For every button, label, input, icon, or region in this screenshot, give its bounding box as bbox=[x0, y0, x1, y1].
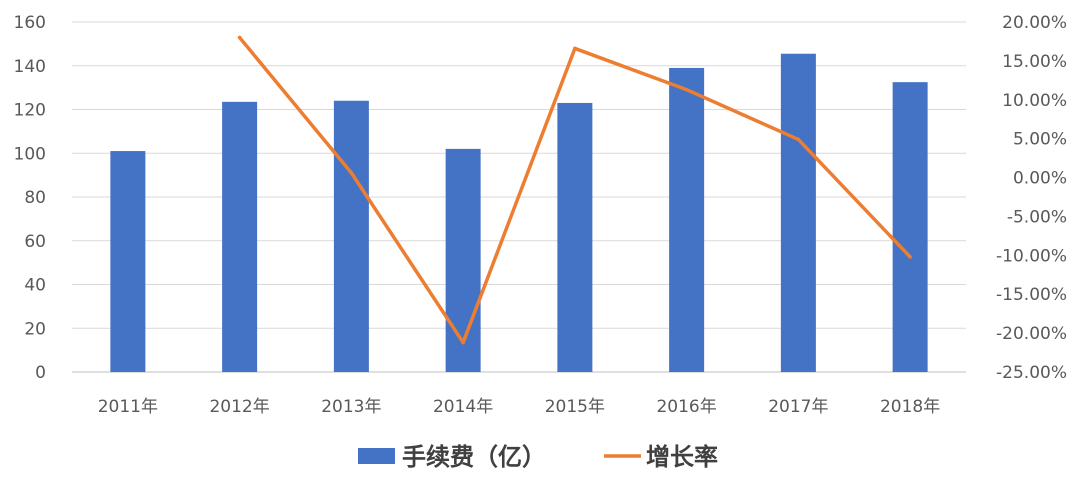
legend-bar-label: 手续费（亿） bbox=[402, 443, 546, 471]
bar-series bbox=[110, 53, 928, 372]
bar bbox=[110, 151, 146, 372]
bar bbox=[557, 102, 593, 372]
left-tick-label: 40 bbox=[24, 276, 46, 296]
left-tick-label: 0 bbox=[35, 363, 46, 383]
right-tick-label: 0.00% bbox=[1013, 169, 1067, 189]
legend: 手续费（亿） 增长率 bbox=[358, 443, 718, 471]
left-axis-ticks: 0 20 40 60 80 100 120 140 160 bbox=[14, 13, 46, 383]
line-point bbox=[908, 255, 912, 259]
bar bbox=[780, 53, 816, 372]
line-point bbox=[573, 46, 577, 51]
line-point bbox=[796, 137, 801, 142]
left-tick-label: 60 bbox=[24, 232, 46, 252]
x-axis-ticks: 2011年 2012年 2013年 2014年 2015年 2016年 2017年 2018年 bbox=[98, 397, 941, 417]
x-tick-label: 2017年 bbox=[768, 397, 828, 417]
right-tick-label: -25.00% bbox=[996, 363, 1067, 383]
right-tick-label: 20.00% bbox=[1002, 13, 1067, 33]
right-axis-ticks: -25.00% -20.00% -15.00% -10.00% -5.00% 0.00% 5… bbox=[996, 13, 1067, 383]
left-tick-label: 120 bbox=[14, 101, 46, 121]
x-tick-label: 2012年 bbox=[209, 397, 269, 417]
bar bbox=[445, 148, 481, 372]
right-tick-label: -10.00% bbox=[996, 246, 1067, 266]
legend-line-label: 增长率 bbox=[646, 443, 718, 471]
right-tick-label: -15.00% bbox=[996, 285, 1067, 305]
left-tick-label: 140 bbox=[14, 57, 46, 77]
x-tick-label: 2013年 bbox=[321, 397, 381, 417]
line-point bbox=[684, 87, 689, 92]
left-tick-label: 20 bbox=[24, 319, 46, 339]
left-tick-label: 100 bbox=[14, 144, 46, 164]
x-tick-label: 2018年 bbox=[880, 397, 940, 417]
x-tick-label: 2014年 bbox=[433, 397, 493, 417]
right-tick-label: 5.00% bbox=[1013, 130, 1067, 150]
right-tick-label: -20.00% bbox=[996, 324, 1067, 344]
left-tick-label: 80 bbox=[24, 188, 46, 208]
left-tick-label: 160 bbox=[14, 13, 46, 33]
line-series bbox=[237, 35, 912, 345]
x-tick-label: 2016年 bbox=[656, 397, 716, 417]
line-point bbox=[349, 171, 354, 175]
right-tick-label: -5.00% bbox=[1007, 207, 1067, 227]
bar bbox=[333, 100, 369, 372]
bar bbox=[669, 67, 705, 372]
right-tick-label: 10.00% bbox=[1002, 91, 1067, 111]
line-point bbox=[461, 340, 465, 345]
bar bbox=[222, 101, 258, 372]
bar bbox=[892, 82, 928, 372]
x-tick-label: 2015年 bbox=[545, 397, 605, 417]
x-tick-label: 2011年 bbox=[98, 397, 158, 417]
right-tick-label: 15.00% bbox=[1002, 52, 1067, 72]
line-point bbox=[237, 35, 242, 40]
legend-bar-swatch bbox=[358, 448, 395, 464]
